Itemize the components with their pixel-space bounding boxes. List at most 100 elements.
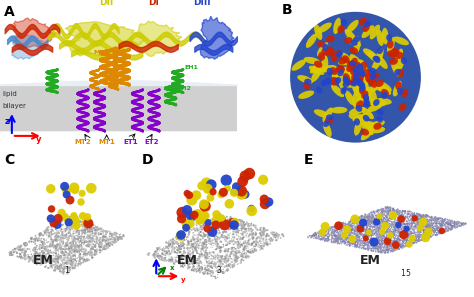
Point [260, 197, 268, 201]
Point [365, 218, 373, 223]
Point [185, 256, 193, 260]
Point [334, 239, 342, 244]
Point [98, 243, 106, 248]
Point [91, 224, 99, 228]
Point [89, 238, 96, 242]
Point [79, 257, 86, 262]
Point [263, 242, 271, 247]
Point [415, 236, 422, 241]
Point [371, 243, 378, 248]
Point [376, 240, 383, 245]
Point [385, 245, 393, 250]
Point [188, 242, 195, 247]
Point [63, 256, 71, 260]
Point [237, 242, 245, 247]
Point [363, 227, 370, 232]
Point [62, 233, 69, 238]
Point [377, 212, 384, 217]
Point [174, 246, 182, 250]
Point [106, 244, 113, 248]
Point [376, 214, 383, 219]
Point [420, 228, 428, 232]
Point [24, 252, 32, 257]
Point [320, 233, 328, 237]
Point [420, 237, 428, 242]
Point [374, 236, 382, 241]
Point [209, 231, 217, 236]
Point [385, 211, 392, 216]
Point [426, 222, 434, 227]
Point [247, 250, 255, 255]
Point [460, 222, 468, 227]
Point [66, 233, 74, 238]
Ellipse shape [352, 80, 369, 86]
Point [347, 222, 355, 227]
Point [195, 257, 202, 262]
Point [356, 217, 364, 222]
Point [112, 236, 120, 240]
Point [337, 226, 345, 231]
Point [428, 228, 435, 232]
Point [201, 233, 209, 238]
Point [54, 247, 61, 252]
Point [370, 216, 378, 221]
Point [379, 250, 387, 255]
Point [349, 237, 356, 242]
Point [420, 230, 428, 235]
Point [84, 236, 92, 241]
Point [193, 264, 201, 269]
Point [427, 217, 435, 222]
Ellipse shape [350, 47, 358, 54]
Point [362, 238, 370, 243]
Point [55, 229, 62, 233]
Point [374, 215, 382, 219]
Point [204, 268, 212, 273]
Point [91, 248, 99, 252]
Point [205, 238, 213, 243]
Point [246, 242, 254, 247]
Point [424, 223, 431, 228]
Point [338, 234, 346, 239]
Point [415, 237, 423, 242]
Point [47, 230, 55, 234]
Point [70, 257, 77, 262]
Point [391, 237, 398, 242]
Point [445, 224, 452, 229]
Point [397, 214, 405, 219]
Point [198, 268, 205, 272]
Point [354, 238, 361, 242]
Point [195, 231, 203, 236]
Ellipse shape [394, 60, 404, 74]
Point [382, 250, 390, 255]
Point [421, 237, 429, 242]
Point [343, 237, 351, 241]
Ellipse shape [304, 57, 320, 64]
Point [366, 222, 374, 227]
Point [425, 218, 432, 223]
Point [55, 255, 62, 260]
Point [315, 234, 323, 239]
Point [53, 248, 60, 253]
Point [328, 233, 336, 238]
Point [359, 229, 367, 234]
Point [68, 227, 76, 231]
Point [180, 246, 188, 250]
Point [399, 211, 406, 215]
Point [371, 216, 378, 221]
Point [395, 220, 403, 225]
Point [384, 247, 392, 252]
Point [355, 233, 363, 237]
Point [83, 230, 91, 235]
Point [109, 239, 117, 244]
Point [69, 248, 76, 252]
Point [335, 235, 342, 240]
Point [203, 268, 210, 272]
Point [438, 229, 446, 233]
Point [401, 221, 409, 226]
Point [77, 259, 84, 264]
Point [173, 241, 180, 245]
Point [419, 237, 427, 241]
Point [81, 240, 88, 245]
Point [91, 228, 99, 233]
Point [47, 233, 55, 237]
